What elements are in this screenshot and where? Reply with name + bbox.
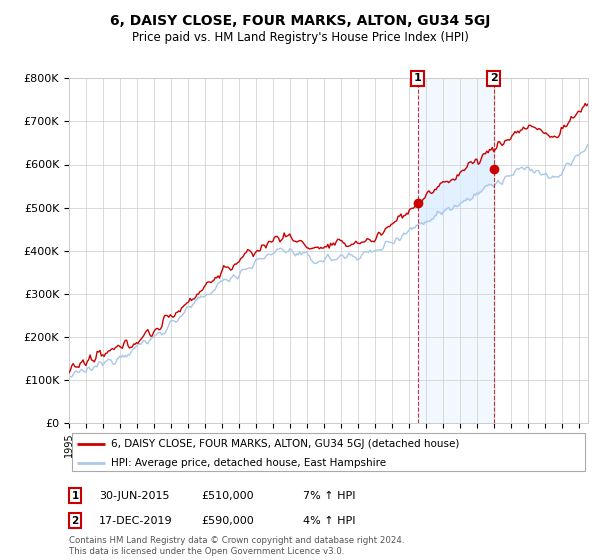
Text: 17-DEC-2019: 17-DEC-2019 (99, 516, 173, 526)
Text: 6, DAISY CLOSE, FOUR MARKS, ALTON, GU34 5GJ: 6, DAISY CLOSE, FOUR MARKS, ALTON, GU34 … (110, 14, 490, 28)
Text: 30-JUN-2015: 30-JUN-2015 (99, 491, 170, 501)
Text: 1: 1 (71, 491, 79, 501)
Text: 2: 2 (71, 516, 79, 526)
Text: 4% ↑ HPI: 4% ↑ HPI (303, 516, 355, 526)
Text: 7% ↑ HPI: 7% ↑ HPI (303, 491, 355, 501)
Text: 6, DAISY CLOSE, FOUR MARKS, ALTON, GU34 5GJ (detached house): 6, DAISY CLOSE, FOUR MARKS, ALTON, GU34 … (110, 439, 459, 449)
Text: £590,000: £590,000 (201, 516, 254, 526)
Text: 1: 1 (414, 73, 422, 83)
Text: HPI: Average price, detached house, East Hampshire: HPI: Average price, detached house, East… (110, 458, 386, 468)
Bar (418, 78, 494, 423)
Text: Contains HM Land Registry data © Crown copyright and database right 2024.
This d: Contains HM Land Registry data © Crown c… (69, 536, 404, 556)
FancyBboxPatch shape (71, 433, 586, 471)
Text: £510,000: £510,000 (201, 491, 254, 501)
Text: 2: 2 (490, 73, 497, 83)
Text: Price paid vs. HM Land Registry's House Price Index (HPI): Price paid vs. HM Land Registry's House … (131, 31, 469, 44)
